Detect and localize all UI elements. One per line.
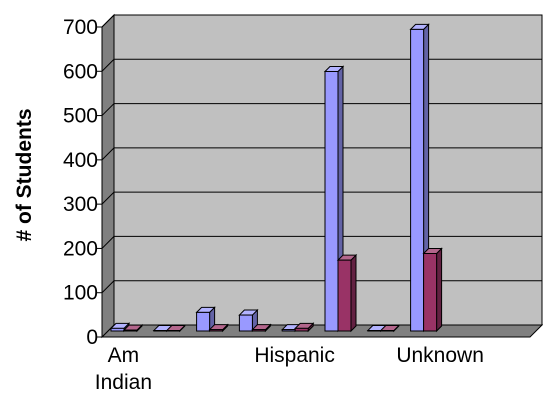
bar-side (436, 247, 443, 333)
plot-side-wall (101, 13, 115, 339)
x-tick-label: Unknown (396, 344, 484, 367)
bar (422, 247, 443, 333)
y-tick-label: 0 (86, 326, 98, 349)
gridline (101, 280, 542, 294)
bar-side (350, 253, 357, 333)
bar-front (196, 311, 211, 332)
bar-front (281, 329, 296, 332)
y-tick-label: 100 (63, 282, 98, 305)
gridline (101, 235, 542, 249)
bar (195, 306, 216, 333)
gridline (101, 147, 542, 161)
y-tick-label: 200 (63, 237, 98, 260)
y-axis-label: # of Students (13, 108, 36, 241)
bar-front (294, 327, 309, 332)
gridline (101, 103, 542, 116)
gridline (101, 14, 542, 28)
x-tick-label-line: Am (108, 344, 140, 367)
bar (165, 324, 187, 333)
bar-front (410, 28, 425, 332)
bar-front (337, 259, 352, 332)
bar-front (324, 70, 339, 332)
y-tick-label: 500 (63, 105, 98, 128)
x-tick-label-line: Unknown (396, 344, 484, 367)
x-tick-label-line: Hispanic (254, 344, 335, 367)
y-axis-ticks: 0 100 200 300 400 500 600 700 (63, 16, 102, 349)
bar-front (123, 329, 138, 332)
bar (208, 323, 229, 333)
bar-front (251, 329, 266, 332)
x-tick-label: Am Indian (95, 344, 152, 394)
bar-front (238, 314, 253, 332)
bar (251, 323, 272, 333)
y-tick-label: 700 (63, 16, 98, 39)
gridline (101, 191, 542, 205)
y-tick-label: 300 (63, 193, 98, 216)
x-tick-label-line: Indian (95, 371, 152, 394)
y-tick-label: 400 (63, 149, 98, 172)
bar (293, 322, 315, 333)
plot-area (100, 13, 543, 339)
x-axis-labels: Am Indian Hispanic Unknown (95, 344, 484, 394)
bar-front (209, 329, 224, 332)
bar (122, 323, 144, 333)
bar (336, 253, 358, 333)
gridline (101, 58, 542, 72)
bar (379, 324, 401, 333)
x-tick-label: Hispanic (254, 344, 335, 367)
bar-front (110, 327, 125, 332)
bars (109, 23, 443, 333)
bar-front (423, 253, 438, 332)
y-tick-label: 600 (63, 60, 98, 83)
